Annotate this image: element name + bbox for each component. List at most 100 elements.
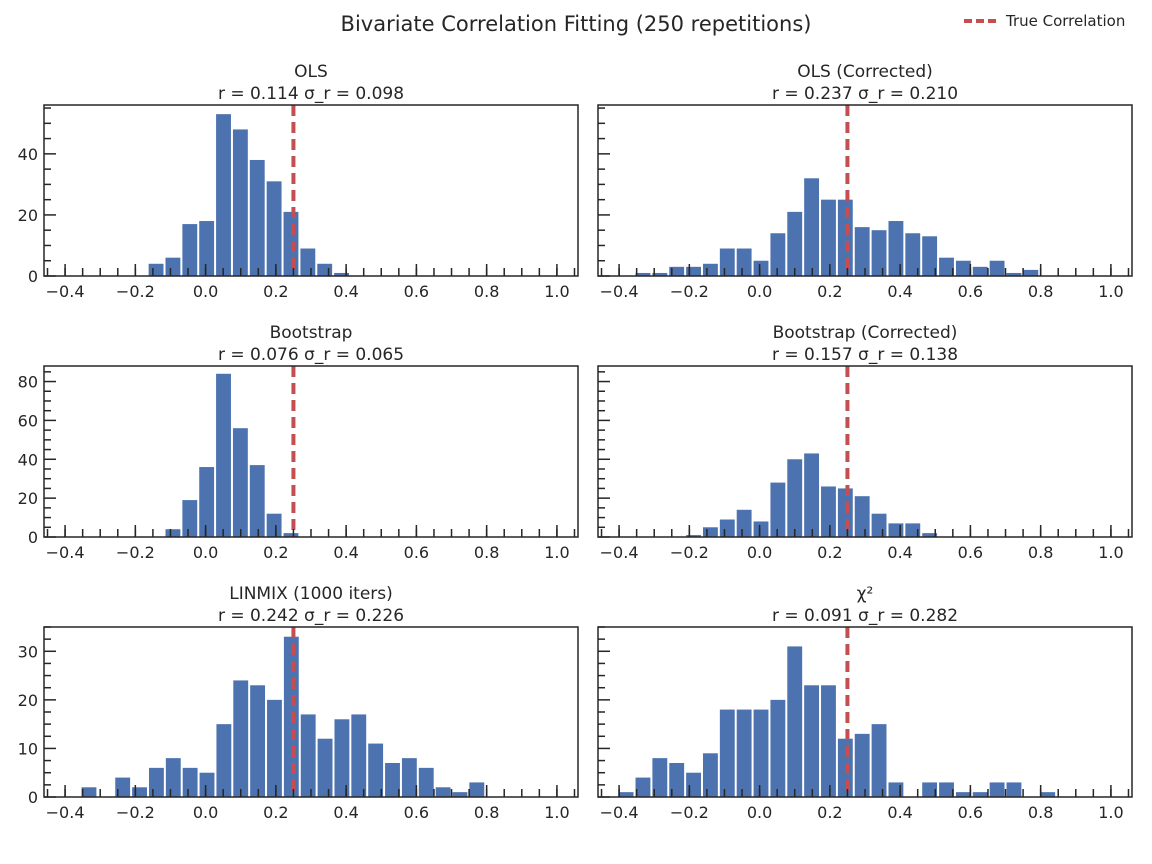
histogram-bar bbox=[182, 224, 198, 276]
x-tick-label: 0.0 bbox=[193, 282, 218, 301]
histogram-bar bbox=[165, 758, 181, 797]
x-tick-label: 0.4 bbox=[887, 803, 912, 822]
histogram-bar bbox=[1023, 269, 1039, 276]
panel-title: Bootstrap bbox=[270, 323, 353, 343]
histogram-bar bbox=[216, 114, 231, 277]
histogram-bar bbox=[635, 777, 651, 797]
x-tick-label: 1.0 bbox=[544, 543, 569, 562]
y-tick-label: 40 bbox=[18, 145, 38, 164]
histogram-bar bbox=[418, 767, 434, 797]
histogram-bar bbox=[922, 236, 938, 276]
x-tick-label: 0.6 bbox=[404, 282, 429, 301]
x-tick-label: 0.0 bbox=[747, 803, 772, 822]
x-tick-label: 0.8 bbox=[1028, 282, 1053, 301]
histogram-bar bbox=[1040, 792, 1056, 797]
x-tick-label: 0.0 bbox=[747, 543, 772, 562]
x-tick-label: 1.0 bbox=[544, 803, 569, 822]
histogram-bar bbox=[334, 719, 350, 797]
panel-stats: r = 0.237 σ_r = 0.210 bbox=[772, 84, 958, 104]
histogram-bar bbox=[753, 709, 769, 797]
x-tick-label: 1.0 bbox=[1098, 543, 1123, 562]
histogram-bar bbox=[719, 248, 735, 276]
histogram-bar bbox=[939, 782, 954, 797]
histogram-bar bbox=[686, 772, 701, 797]
histogram-bar bbox=[686, 266, 701, 276]
x-tick-label: 0.4 bbox=[333, 803, 358, 822]
x-tick-label: −0.2 bbox=[670, 803, 709, 822]
histogram-bar bbox=[888, 782, 904, 797]
histogram-bar bbox=[165, 257, 181, 276]
histogram-bar bbox=[753, 260, 769, 276]
histogram-bar bbox=[821, 199, 836, 276]
histogram-bar bbox=[972, 266, 988, 276]
histogram-bar bbox=[266, 513, 282, 537]
histogram-bar bbox=[216, 373, 231, 537]
histogram-bar bbox=[905, 233, 921, 276]
histogram-bar bbox=[334, 272, 349, 276]
y-tick-label: 0 bbox=[28, 267, 38, 286]
histogram-bar bbox=[821, 685, 836, 797]
x-tick-label: −0.2 bbox=[116, 282, 155, 301]
histogram-bar bbox=[216, 724, 232, 797]
x-tick-label: −0.4 bbox=[46, 282, 85, 301]
y-tick-label: 0 bbox=[28, 788, 38, 807]
histogram-bar bbox=[972, 792, 988, 797]
histogram-bar bbox=[635, 272, 651, 276]
histogram-bar bbox=[804, 178, 820, 276]
figure-title: Bivariate Correlation Fitting (250 repet… bbox=[340, 12, 812, 36]
x-tick-label: 0.2 bbox=[817, 803, 842, 822]
panel-stats: r = 0.114 σ_r = 0.098 bbox=[218, 84, 404, 104]
histogram-bar bbox=[787, 646, 803, 797]
histogram-bar bbox=[300, 248, 316, 276]
histogram-bar bbox=[232, 428, 248, 537]
histogram-bar bbox=[300, 714, 316, 797]
x-tick-label: 0.6 bbox=[404, 543, 429, 562]
x-tick-label: 0.4 bbox=[333, 543, 358, 562]
legend-label: True Correlation bbox=[1006, 12, 1126, 30]
x-tick-label: 0.2 bbox=[263, 543, 288, 562]
histogram-bar bbox=[232, 129, 248, 276]
histogram-bar bbox=[81, 787, 97, 797]
panel-stats: r = 0.242 σ_r = 0.226 bbox=[218, 606, 404, 626]
histogram-bar bbox=[753, 521, 769, 537]
histogram-bar bbox=[955, 792, 971, 797]
histogram-bar bbox=[250, 685, 266, 797]
histogram-bar bbox=[1006, 782, 1022, 797]
histogram-bar bbox=[837, 488, 853, 537]
x-tick-label: 0.2 bbox=[817, 282, 842, 301]
histogram-bar bbox=[770, 699, 786, 797]
x-tick-label: 0.0 bbox=[193, 803, 218, 822]
histogram-bar bbox=[618, 792, 634, 797]
y-tick-label: 0 bbox=[28, 528, 38, 547]
histogram-bar bbox=[165, 529, 181, 537]
histogram-bar bbox=[854, 733, 870, 797]
panel-stats: r = 0.076 σ_r = 0.065 bbox=[218, 345, 404, 365]
histogram-bar bbox=[686, 535, 701, 537]
histogram-bar bbox=[736, 248, 752, 276]
x-tick-label: −0.4 bbox=[600, 803, 639, 822]
histogram-bar bbox=[736, 709, 752, 797]
histogram-bar bbox=[871, 230, 887, 276]
y-tick-label: 20 bbox=[18, 691, 38, 710]
histogram-bar bbox=[368, 743, 384, 797]
x-tick-label: −0.2 bbox=[116, 543, 155, 562]
histogram-bar bbox=[770, 482, 786, 537]
histogram-bar bbox=[199, 467, 215, 537]
histogram-bar bbox=[652, 758, 668, 797]
y-tick-label: 20 bbox=[18, 489, 38, 508]
x-tick-label: −0.4 bbox=[600, 282, 639, 301]
histogram-bar bbox=[1006, 272, 1022, 276]
y-tick-label: 80 bbox=[18, 373, 38, 392]
panel-title: LINMIX (1000 iters) bbox=[229, 584, 393, 604]
x-tick-label: −0.2 bbox=[670, 543, 709, 562]
histogram-bar bbox=[652, 272, 668, 276]
x-tick-label: −0.2 bbox=[116, 803, 155, 822]
histogram-bar bbox=[132, 787, 147, 797]
y-tick-label: 60 bbox=[18, 411, 38, 430]
histogram-bar bbox=[837, 738, 853, 797]
histogram-bar bbox=[719, 519, 735, 537]
histogram-bar bbox=[854, 496, 870, 537]
histogram-bar bbox=[871, 724, 887, 797]
